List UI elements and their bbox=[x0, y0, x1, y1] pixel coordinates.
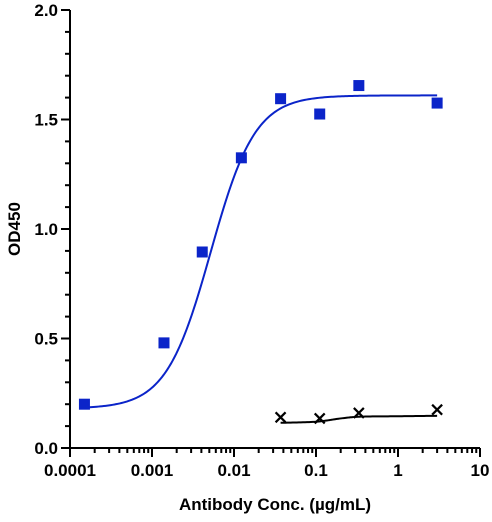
x-tick-label: 0.001 bbox=[131, 461, 174, 480]
series-1-square-marker bbox=[158, 337, 170, 349]
series-1-square-marker bbox=[353, 80, 365, 92]
series-2-fit-curve bbox=[280, 414, 438, 424]
x-tick-label: 0.01 bbox=[217, 461, 250, 480]
y-tick-label: 1.0 bbox=[34, 220, 58, 239]
x-axis-ticks: 0.0001 0.001 0.01 0.1 1 10 bbox=[44, 448, 489, 480]
series-2-x-marker bbox=[274, 411, 287, 424]
series-1-square-marker bbox=[78, 398, 90, 410]
y-axis-ticks: 0.0 0.5 1.0 1.5 2.0 bbox=[34, 1, 70, 458]
y-tick-label: 0.5 bbox=[34, 330, 58, 349]
y-axis-title: OD450 bbox=[5, 202, 24, 256]
data-points bbox=[78, 80, 443, 425]
series-1-square-marker bbox=[314, 108, 326, 120]
y-tick-label: 0.0 bbox=[34, 439, 58, 458]
series-1-square-marker bbox=[196, 246, 208, 258]
series-1-fit-curve bbox=[84, 94, 438, 409]
series-1-square-marker bbox=[275, 93, 287, 105]
x-tick-label: 1 bbox=[393, 461, 402, 480]
y-tick-label: 2.0 bbox=[34, 1, 58, 20]
series-1-square-marker bbox=[431, 97, 443, 109]
x-tick-label: 0.1 bbox=[304, 461, 328, 480]
x-axis-title: Antibody Conc. (µg/mL) bbox=[179, 495, 371, 514]
x-tick-label: 0.0001 bbox=[44, 461, 96, 480]
x-tick-label: 10 bbox=[471, 461, 490, 480]
fit-curves bbox=[84, 94, 438, 424]
series-2-x-marker bbox=[431, 403, 443, 416]
series-2-x-marker bbox=[313, 412, 326, 425]
y-tick-label: 1.5 bbox=[34, 111, 58, 130]
series-1-square-marker bbox=[235, 152, 247, 164]
series-2-x-marker bbox=[353, 407, 365, 419]
